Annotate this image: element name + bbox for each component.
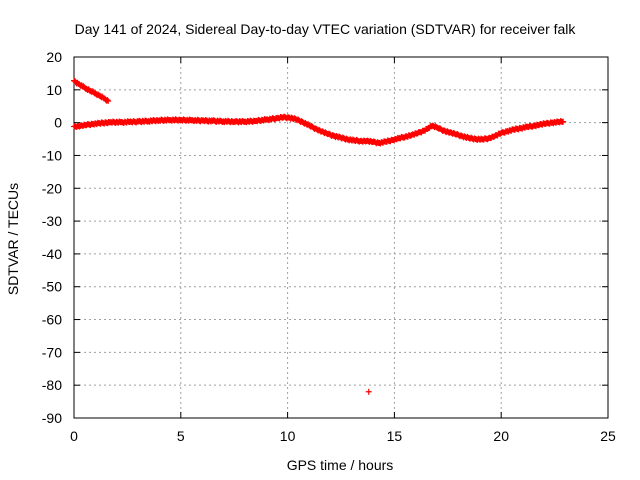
y-tick-label: -90: [42, 410, 62, 426]
chart-title: Day 141 of 2024, Sidereal Day-to-day VTE…: [75, 21, 577, 37]
data-point: [105, 97, 112, 104]
data-point: [560, 118, 567, 125]
y-tick-label: -30: [42, 213, 62, 229]
y-tick-label: -50: [42, 279, 62, 295]
y-tick-label: 20: [46, 49, 62, 65]
grid: [74, 57, 608, 418]
x-tick-label: 5: [177, 428, 185, 444]
y-axis-label: SDTVAR / TECUs: [5, 183, 21, 295]
y-tick-label: -40: [42, 246, 62, 262]
x-axis-label: GPS time / hours: [287, 457, 394, 473]
y-tick-label: -70: [42, 344, 62, 360]
x-tick-label: 25: [600, 428, 616, 444]
data-point: [104, 96, 111, 103]
y-tick-label: -60: [42, 312, 62, 328]
x-tick-label: 15: [387, 428, 403, 444]
y-tick-label: 10: [46, 82, 62, 98]
data-points: [71, 77, 567, 395]
y-tick-label: 0: [54, 115, 62, 131]
x-tick-label: 20: [493, 428, 509, 444]
data-point: [365, 388, 372, 395]
y-tick-label: -20: [42, 180, 62, 196]
y-tick-label: -80: [42, 377, 62, 393]
axis-ticks: 0 5 10 15 20 25 20 10 0 -10 -20 -30 -40 -50 -60 -70 -80 -…: [42, 49, 616, 444]
x-tick-label: 0: [70, 428, 78, 444]
x-tick-label: 10: [280, 428, 296, 444]
plot-frame: [73, 56, 609, 419]
y-tick-label: -10: [42, 147, 62, 163]
